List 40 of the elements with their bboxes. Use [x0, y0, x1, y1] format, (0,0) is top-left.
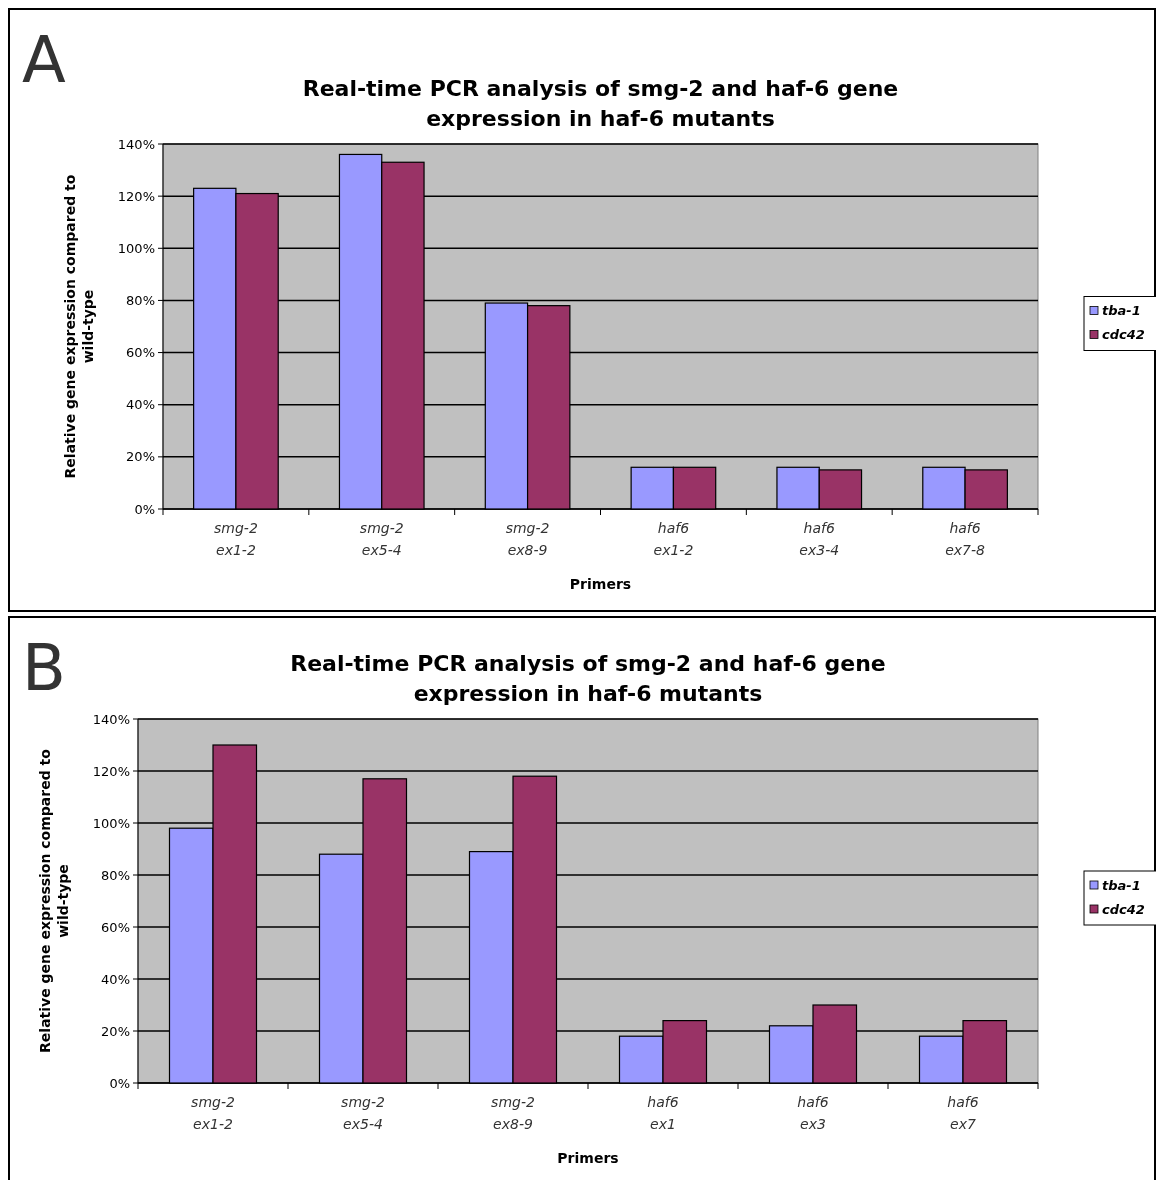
y-tick-label: 100% [92, 815, 130, 831]
x-tick-label: haf6 ex7-8 [945, 520, 986, 558]
y-tick-label: 80% [101, 867, 130, 883]
y-tick-label: 20% [101, 1023, 130, 1039]
x-tick-label: smg-2 ex8-9 [505, 520, 550, 558]
y-tick-label: 60% [101, 919, 130, 935]
x-tick-label: haf6 ex1-2 [653, 520, 694, 558]
y-tick-label: 100% [117, 240, 155, 256]
y-tick-label: 120% [92, 763, 130, 779]
y-tick-label: 60% [126, 345, 155, 361]
y-tick-label: 140% [92, 711, 130, 727]
y-tick-label: 120% [117, 188, 155, 204]
legend-label: tba-1 [1102, 877, 1141, 893]
x-tick-label: smg-2 ex5-4 [341, 1094, 385, 1132]
y-tick-label: 0% [134, 501, 155, 517]
y-axis-title: Relative gene expression compared to wild-type [62, 174, 96, 479]
chart-title: Real-time PCR analysis of smg-2 and haf-6 gene expression in haf-6 mutants [290, 651, 886, 706]
y-tick-label: 40% [101, 971, 130, 987]
x-axis-title: Primers [569, 576, 632, 592]
text: B [22, 631, 66, 705]
y-tick-label: 40% [126, 397, 155, 413]
x-tick-label: smg-2 ex5-4 [359, 520, 404, 558]
chart-title: Real-time PCR analysis of smg-2 and haf-6 gene expression in haf-6 mutants [302, 76, 899, 131]
legend-label: tba-1 [1102, 303, 1141, 319]
x-axis-title: Primers [557, 1150, 619, 1166]
x-tick-label: haf6 ex7 [947, 1094, 979, 1132]
legend-label: cdc42 [1102, 327, 1145, 343]
x-tick-label: haf6 ex3 [797, 1094, 829, 1132]
x-tick-label: smg-2 ex8-9 [491, 1094, 535, 1132]
y-tick-label: 0% [109, 1075, 130, 1091]
y-tick-label: 20% [126, 449, 155, 465]
x-tick-label: smg-2 ex1-2 [214, 520, 258, 558]
y-axis-title: Relative gene expression compared to wild-type [37, 748, 71, 1053]
y-tick-label: 140% [117, 136, 155, 152]
x-tick-label: haf6 ex1 [647, 1094, 679, 1132]
text: A [22, 23, 66, 97]
y-tick-label: 80% [126, 292, 155, 308]
x-tick-label: haf6 ex3-4 [799, 520, 840, 558]
legend-label: cdc42 [1102, 901, 1145, 917]
x-tick-label: smg-2 ex1-2 [191, 1094, 235, 1132]
